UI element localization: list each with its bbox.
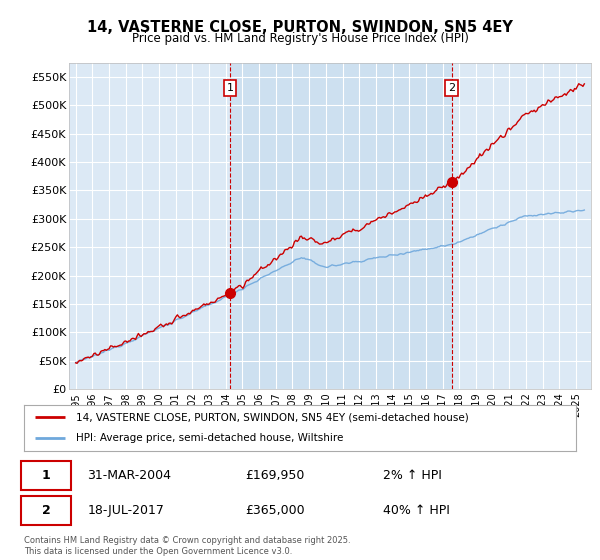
- Text: 31-MAR-2004: 31-MAR-2004: [88, 469, 172, 482]
- Text: 2: 2: [448, 83, 455, 94]
- Text: 14, VASTERNE CLOSE, PURTON, SWINDON, SN5 4EY (semi-detached house): 14, VASTERNE CLOSE, PURTON, SWINDON, SN5…: [76, 412, 469, 422]
- Text: 1: 1: [226, 83, 233, 94]
- FancyBboxPatch shape: [21, 461, 71, 490]
- Text: £365,000: £365,000: [245, 504, 304, 517]
- Text: HPI: Average price, semi-detached house, Wiltshire: HPI: Average price, semi-detached house,…: [76, 433, 344, 444]
- Text: 1: 1: [42, 469, 50, 482]
- Text: £169,950: £169,950: [245, 469, 304, 482]
- Text: 40% ↑ HPI: 40% ↑ HPI: [383, 504, 449, 517]
- Text: Price paid vs. HM Land Registry's House Price Index (HPI): Price paid vs. HM Land Registry's House …: [131, 32, 469, 45]
- Text: Contains HM Land Registry data © Crown copyright and database right 2025.
This d: Contains HM Land Registry data © Crown c…: [24, 536, 350, 556]
- Text: 18-JUL-2017: 18-JUL-2017: [88, 504, 164, 517]
- FancyBboxPatch shape: [21, 496, 71, 525]
- Text: 2% ↑ HPI: 2% ↑ HPI: [383, 469, 442, 482]
- Text: 14, VASTERNE CLOSE, PURTON, SWINDON, SN5 4EY: 14, VASTERNE CLOSE, PURTON, SWINDON, SN5…: [87, 20, 513, 35]
- Bar: [230, 63, 452, 389]
- Text: 2: 2: [42, 504, 50, 517]
